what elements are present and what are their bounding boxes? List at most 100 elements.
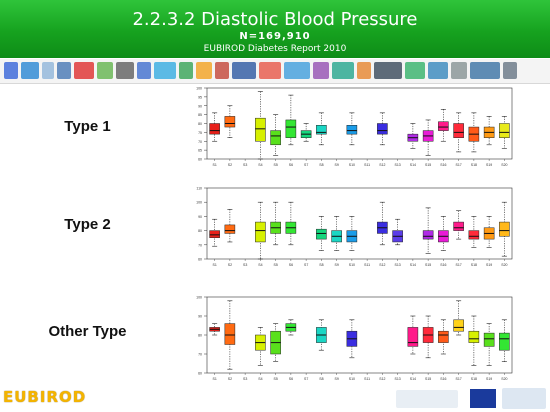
- x-tick-label: S11: [364, 377, 370, 381]
- plot-frame: [206, 187, 513, 260]
- box-iqr: [255, 117, 266, 142]
- box-s9: [331, 216, 342, 251]
- box-iqr: [224, 323, 236, 345]
- box-s5: [270, 323, 281, 362]
- partner-logo: [57, 62, 71, 79]
- x-tick-label: S4: [258, 377, 262, 381]
- y-tick-label: 60: [198, 158, 202, 162]
- box-iqr: [483, 332, 495, 347]
- x-tick-label: S8: [319, 163, 323, 167]
- box-s4: [255, 327, 266, 366]
- x-tick-label: S6: [289, 377, 293, 381]
- box-iqr: [209, 123, 220, 135]
- x-tick-label: S20: [501, 377, 507, 381]
- box-s16: [438, 216, 449, 251]
- x-tick-label: S18: [471, 377, 477, 381]
- x-tick-label: S19: [486, 163, 492, 167]
- box-s8: [316, 319, 327, 351]
- x-tick-label: S2: [228, 163, 232, 167]
- x-tick-label: S8: [319, 263, 323, 267]
- dg-health-consumers-logo: [396, 390, 458, 408]
- y-tick-label: 90: [198, 104, 202, 108]
- box-s5: [270, 201, 281, 246]
- x-tick-label: S9: [334, 163, 338, 167]
- box-s6: [285, 201, 297, 246]
- partner-logo: [284, 62, 310, 79]
- box-s4: [255, 91, 266, 160]
- y-tick-label: 90: [198, 215, 202, 219]
- box-s10: [346, 216, 358, 251]
- x-tick-label: S17: [456, 263, 462, 267]
- box-iqr: [285, 119, 297, 138]
- partner-logo: [451, 62, 467, 79]
- box-iqr: [209, 230, 220, 238]
- partner-logo: [215, 62, 229, 79]
- box-s19: [483, 216, 495, 248]
- y-tick-label: 80: [198, 334, 202, 338]
- x-tick-label: S20: [501, 163, 507, 167]
- box-s20: [499, 319, 510, 362]
- executive-agency-logo: [502, 388, 546, 409]
- x-tick-label: S16: [440, 377, 446, 381]
- box-iqr: [453, 123, 464, 138]
- x-tick-label: S1: [212, 163, 216, 167]
- eu-flag-logo: [470, 389, 496, 408]
- box-s16: [438, 108, 449, 142]
- box-iqr: [422, 230, 434, 240]
- partner-logo: [259, 62, 281, 79]
- x-tick-label: S2: [228, 263, 232, 267]
- x-tick-label: S14: [410, 263, 416, 267]
- box-s1: [209, 218, 220, 247]
- box-s2: [224, 105, 236, 139]
- box-s20: [499, 201, 510, 257]
- box-iqr: [438, 121, 449, 131]
- boxplot-type1: 60 65 70 75 80 85 90 95 100 S1 S2 S3 S4 S5 S6 S7 S8 S9 S10…: [196, 87, 513, 167]
- box-s18: [468, 112, 480, 153]
- x-tick-label: S9: [334, 263, 338, 267]
- x-tick-label: S7: [304, 377, 308, 381]
- x-tick-label: S14: [410, 377, 416, 381]
- box-s12: [377, 112, 388, 146]
- partner-logo: [313, 62, 329, 79]
- box-s18: [468, 315, 480, 366]
- partner-logo: [179, 62, 193, 79]
- box-s8: [316, 216, 327, 251]
- y-tick-label: 100: [196, 201, 202, 205]
- box-iqr: [255, 221, 266, 243]
- box-s1: [209, 112, 220, 142]
- box-s19: [483, 323, 495, 366]
- y-tick-label: 110: [196, 187, 202, 191]
- partner-logo: [97, 62, 113, 79]
- y-tick-label: 70: [198, 140, 202, 144]
- box-s2: [224, 208, 236, 243]
- box-s4: [255, 201, 266, 260]
- box-s6: [285, 319, 297, 336]
- x-tick-label: S10: [349, 377, 355, 381]
- x-tick-label: S5: [273, 263, 277, 267]
- x-tick-label: S15: [425, 377, 431, 381]
- y-tick-label: 90: [198, 315, 202, 319]
- x-tick-label: S19: [486, 377, 492, 381]
- partner-logo: [470, 62, 500, 79]
- partner-logo: [374, 62, 402, 79]
- partner-logo: [332, 62, 354, 79]
- row-label-other: Other Type: [48, 323, 127, 340]
- x-tick-label: S15: [425, 163, 431, 167]
- x-tick-label: S12: [379, 163, 385, 167]
- x-tick-label: S3: [243, 163, 247, 167]
- eubirod-logo: EUBIROD: [3, 388, 87, 406]
- box-s18: [468, 216, 480, 248]
- x-tick-label: S13: [395, 263, 401, 267]
- box-s5: [270, 114, 281, 156]
- partner-logo-strip: [0, 59, 550, 84]
- x-tick-label: S9: [334, 377, 338, 381]
- partner-logo: [137, 62, 151, 79]
- box-s10: [346, 319, 358, 359]
- x-tick-label: S5: [273, 163, 277, 167]
- box-iqr: [346, 125, 358, 135]
- x-tick-label: S1: [212, 377, 216, 381]
- partner-logo: [503, 62, 517, 79]
- x-tick-label: S7: [304, 163, 308, 167]
- y-tick-label: 100: [196, 87, 202, 91]
- box-iqr: [499, 221, 510, 237]
